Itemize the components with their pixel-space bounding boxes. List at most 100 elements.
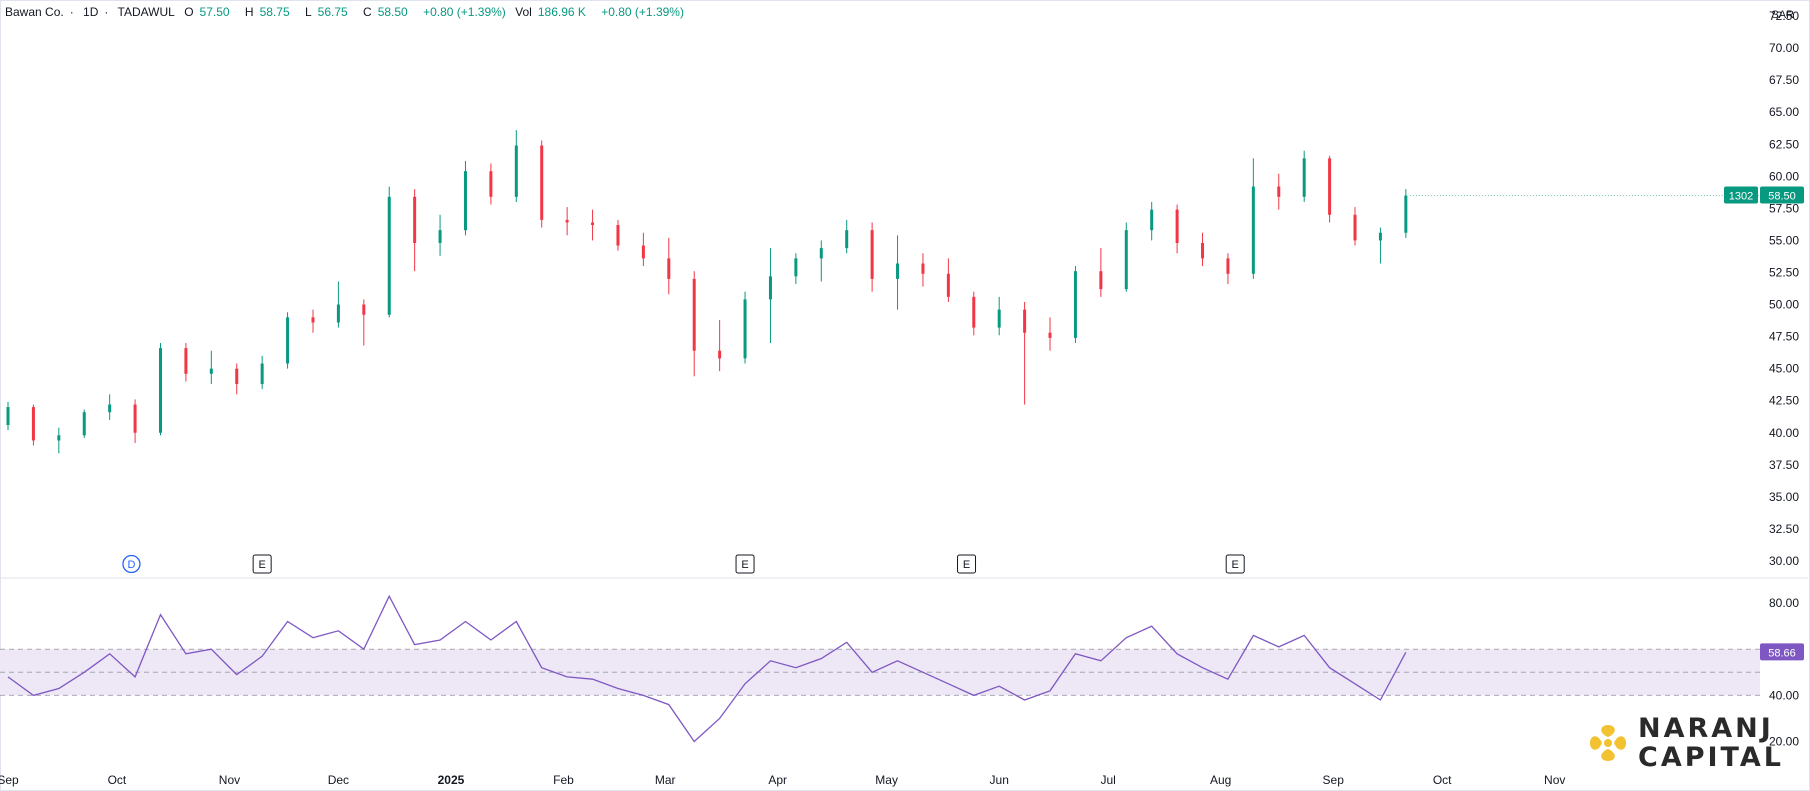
candle — [896, 263, 900, 279]
candle — [794, 258, 798, 277]
candle — [1023, 309, 1027, 333]
candle — [362, 304, 366, 315]
candle — [489, 171, 493, 197]
earnings-marker-label: E — [741, 559, 748, 571]
candle — [1124, 230, 1128, 290]
open-label: O — [184, 5, 194, 19]
time-axis-tick: Apr — [768, 773, 787, 787]
earnings-marker — [252, 554, 272, 574]
price-tag-value: 58.50 — [1768, 191, 1796, 203]
candle — [1048, 332, 1052, 338]
candle — [286, 317, 290, 364]
candle — [57, 435, 61, 441]
legend-separator: · — [104, 5, 109, 19]
low-value: 56.75 — [317, 5, 348, 19]
earnings-marker — [957, 554, 977, 574]
candle — [540, 145, 544, 220]
price-axis-tick: 47.50 — [1769, 330, 1799, 344]
candle — [1251, 186, 1255, 274]
logo-icon — [1590, 725, 1626, 761]
price-axis-tick: 52.50 — [1769, 265, 1799, 279]
candle — [413, 196, 417, 243]
dividend-marker-label: D — [127, 559, 135, 571]
time-axis-tick: Nov — [1544, 773, 1565, 787]
dividend-marker — [122, 554, 141, 574]
time-axis-tick: May — [875, 773, 898, 787]
time-axis-tick: Sep — [0, 773, 19, 787]
price-axis-tick: 50.00 — [1769, 298, 1799, 312]
candle — [514, 145, 518, 197]
candle — [768, 276, 772, 300]
candle — [870, 230, 874, 279]
earnings-marker-label: E — [963, 559, 970, 571]
candle — [1302, 158, 1306, 197]
price-axis-tick: 72.50 — [1769, 9, 1799, 23]
candle — [463, 171, 467, 231]
candle — [1201, 242, 1205, 259]
change-value: +0.80 (+1.39%) — [423, 5, 506, 19]
candle — [845, 230, 849, 249]
rsi-tag-box — [1760, 643, 1804, 661]
price-axis-tick: 62.50 — [1769, 137, 1799, 151]
time-axis-tick: Mar — [655, 773, 676, 787]
candle — [1099, 271, 1103, 290]
time-axis-tick: Sep — [1323, 773, 1345, 787]
candle — [692, 278, 696, 351]
price-axis-tick: 45.00 — [1769, 362, 1799, 376]
candle — [438, 230, 442, 243]
candle — [591, 222, 595, 226]
candle — [972, 296, 976, 328]
time-axis-tick: Jun — [990, 773, 1009, 787]
price-axis-tick: 67.50 — [1769, 73, 1799, 87]
candle — [1378, 232, 1382, 241]
price-axis-tick: 42.50 — [1769, 394, 1799, 408]
earnings-marker — [1225, 554, 1245, 574]
price-axis-tick: 57.50 — [1769, 201, 1799, 215]
rsi-band — [0, 649, 1760, 696]
candle — [1150, 209, 1154, 231]
time-axis-tick: Feb — [553, 773, 574, 787]
time-axis-tick: Aug — [1210, 773, 1231, 787]
legend-separator: · — [69, 5, 74, 19]
high-label: H — [244, 5, 254, 19]
candle — [819, 248, 823, 259]
watermark: NARANJ CAPITAL — [1588, 710, 1784, 776]
open-value: 57.50 — [199, 5, 230, 19]
exchange-label: TADAWUL — [117, 5, 175, 19]
price-axis-tick: 70.00 — [1769, 41, 1799, 55]
price-axis-tick: 35.00 — [1769, 490, 1799, 504]
symbol-name[interactable]: Bawan Co. — [5, 5, 64, 19]
rsi-axis-tick: 20.00 — [1769, 735, 1799, 749]
price-tag-symbol: 1302 — [1729, 191, 1753, 203]
time-axis-tick: Jul — [1100, 773, 1115, 787]
price-axis-tick: 30.00 — [1769, 554, 1799, 568]
interval-label[interactable]: 1D — [83, 5, 99, 19]
rsi-line — [7, 594, 1407, 743]
earnings-marker-label: E — [1232, 559, 1239, 571]
candle — [946, 273, 950, 297]
candle — [133, 404, 137, 433]
price-tag-box — [1760, 186, 1804, 204]
candle — [6, 407, 10, 426]
currency-label: SAR — [1771, 9, 1794, 21]
close-value: 58.50 — [377, 5, 408, 19]
candle — [718, 350, 722, 359]
time-axis-tick: Nov — [219, 773, 240, 787]
price-axis-tick: 60.00 — [1769, 169, 1799, 183]
rsi-tag-value: 58.66 — [1768, 647, 1796, 659]
candle — [1226, 258, 1230, 274]
candle — [209, 368, 213, 374]
candle — [336, 304, 340, 323]
candle — [158, 348, 162, 433]
low-label: L — [304, 5, 312, 19]
symbol-legend: Bawan Co. · 1D · TADAWUL O 57.50 H 58.75 L 56… — [5, 5, 690, 19]
candle — [1404, 195, 1408, 233]
close-label: C — [363, 5, 372, 19]
candle — [743, 299, 747, 359]
candle — [565, 219, 569, 223]
price-axis-tick: 37.50 — [1769, 458, 1799, 472]
candle — [616, 225, 620, 246]
candle — [311, 317, 315, 323]
time-axis-tick: Oct — [108, 773, 127, 787]
